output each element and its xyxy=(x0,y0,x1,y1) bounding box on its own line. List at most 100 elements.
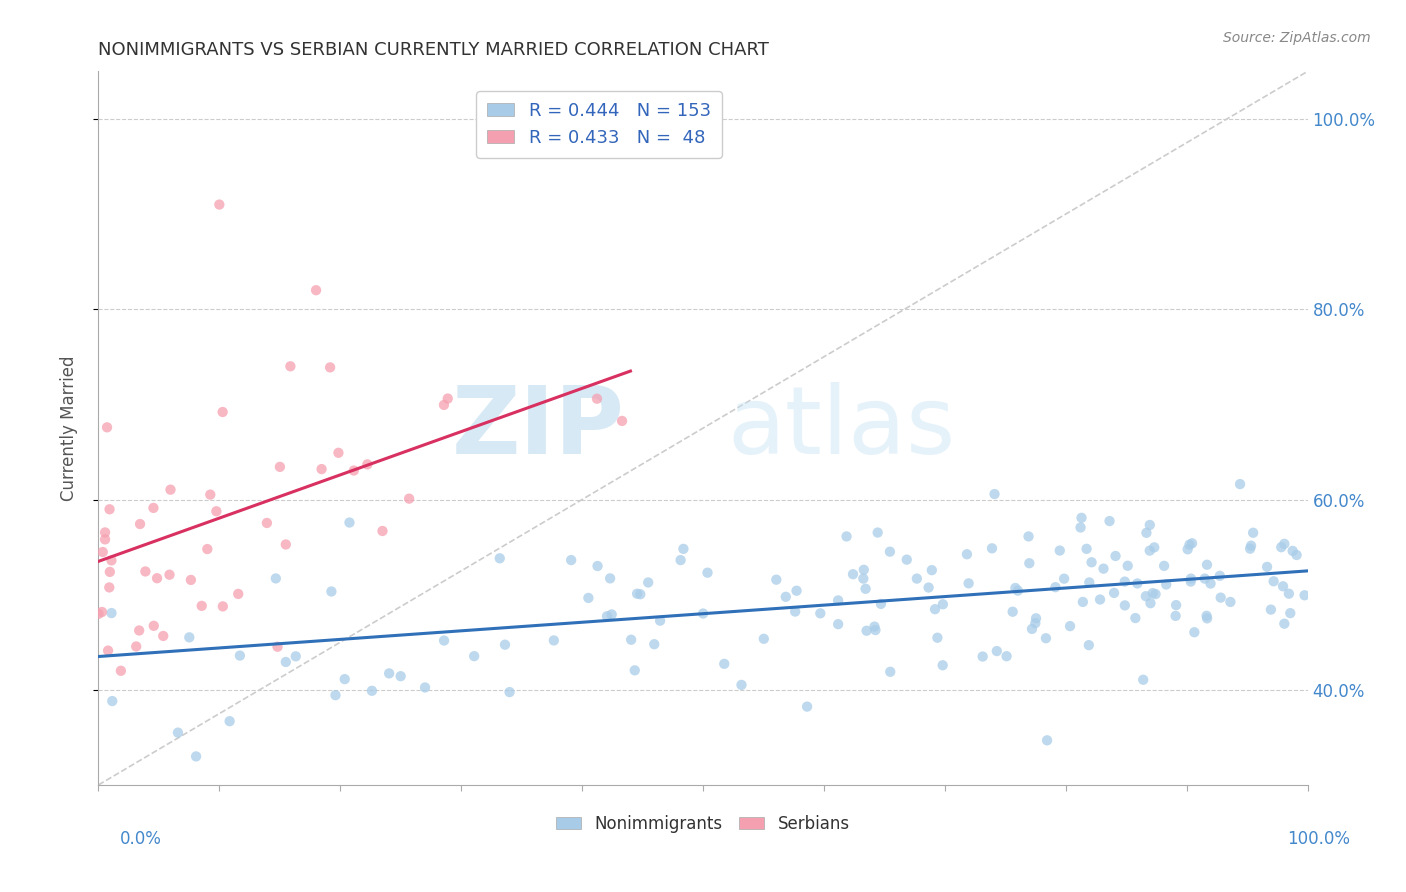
Point xyxy=(855,582,877,596)
Point xyxy=(91,545,114,559)
Point xyxy=(672,541,695,556)
Point xyxy=(274,537,297,551)
Point xyxy=(1272,537,1295,551)
Point xyxy=(972,649,994,664)
Point xyxy=(264,571,287,585)
Point xyxy=(229,648,252,663)
Point xyxy=(200,488,222,502)
Point xyxy=(1178,538,1201,552)
Point xyxy=(865,623,887,637)
Point xyxy=(586,559,609,574)
Point xyxy=(1154,577,1177,591)
Point xyxy=(1004,581,1026,595)
Point xyxy=(643,637,665,651)
Point xyxy=(205,504,228,518)
Point xyxy=(1076,541,1098,556)
Point xyxy=(637,575,659,590)
Point xyxy=(1018,556,1040,570)
Point xyxy=(1104,549,1126,563)
Point xyxy=(211,599,233,614)
Point xyxy=(870,597,893,611)
Text: NONIMMIGRANTS VS SERBIAN CURRENTLY MARRIED CORRELATION CHART: NONIMMIGRANTS VS SERBIAN CURRENTLY MARRI… xyxy=(98,41,769,59)
Point xyxy=(1142,586,1164,600)
Point xyxy=(1059,619,1081,633)
Point xyxy=(1153,558,1175,573)
Point xyxy=(1239,541,1261,556)
Point xyxy=(1285,548,1308,562)
Point xyxy=(305,283,328,297)
Point xyxy=(1281,544,1303,558)
Point xyxy=(218,714,240,729)
Point xyxy=(808,607,831,621)
Point xyxy=(1263,574,1285,589)
Point xyxy=(211,405,233,419)
Point xyxy=(924,602,946,616)
Point xyxy=(1114,599,1136,613)
Point xyxy=(863,619,886,633)
Point xyxy=(599,571,621,585)
Point xyxy=(488,551,510,566)
Point xyxy=(91,605,114,619)
Point xyxy=(208,197,231,211)
Point xyxy=(596,609,619,624)
Point xyxy=(142,619,165,633)
Point xyxy=(1181,536,1204,550)
Point xyxy=(1240,539,1263,553)
Point xyxy=(125,640,148,654)
Point xyxy=(284,649,307,664)
Point xyxy=(1144,587,1167,601)
Point xyxy=(361,683,384,698)
Point xyxy=(1126,576,1149,591)
Point xyxy=(1001,605,1024,619)
Point xyxy=(669,553,692,567)
Point xyxy=(97,643,120,657)
Point xyxy=(463,649,485,664)
Point xyxy=(1139,543,1161,558)
Point xyxy=(110,664,132,678)
Point xyxy=(1139,518,1161,533)
Point xyxy=(623,664,645,678)
Point xyxy=(319,360,342,375)
Point xyxy=(184,749,207,764)
Point xyxy=(433,398,456,412)
Point xyxy=(852,563,875,577)
Point xyxy=(195,542,218,557)
Point xyxy=(956,547,979,561)
Text: ZIP: ZIP xyxy=(451,382,624,475)
Point xyxy=(398,491,420,506)
Point xyxy=(1164,598,1187,612)
Point xyxy=(610,414,633,428)
Point xyxy=(371,524,394,538)
Point xyxy=(98,565,121,579)
Point xyxy=(1024,616,1046,631)
Point xyxy=(1007,583,1029,598)
Point xyxy=(917,581,939,595)
Point xyxy=(896,552,918,566)
Point xyxy=(226,587,249,601)
Point xyxy=(101,694,124,708)
Point xyxy=(785,605,807,619)
Point xyxy=(543,633,565,648)
Text: Source: ZipAtlas.com: Source: ZipAtlas.com xyxy=(1223,31,1371,45)
Point xyxy=(146,571,169,585)
Point xyxy=(142,500,165,515)
Point xyxy=(1195,608,1218,623)
Point xyxy=(1053,572,1076,586)
Point xyxy=(94,525,117,540)
Point xyxy=(600,607,623,622)
Point xyxy=(87,607,110,621)
Point xyxy=(1197,611,1219,625)
Point xyxy=(325,688,347,702)
Point xyxy=(921,563,943,577)
Point xyxy=(560,553,582,567)
Point xyxy=(765,573,787,587)
Point xyxy=(879,544,901,558)
Point xyxy=(932,597,955,611)
Point xyxy=(328,446,350,460)
Point xyxy=(129,516,152,531)
Point xyxy=(100,553,122,567)
Point xyxy=(1080,555,1102,569)
Point xyxy=(311,462,333,476)
Point xyxy=(927,631,949,645)
Point xyxy=(94,533,117,547)
